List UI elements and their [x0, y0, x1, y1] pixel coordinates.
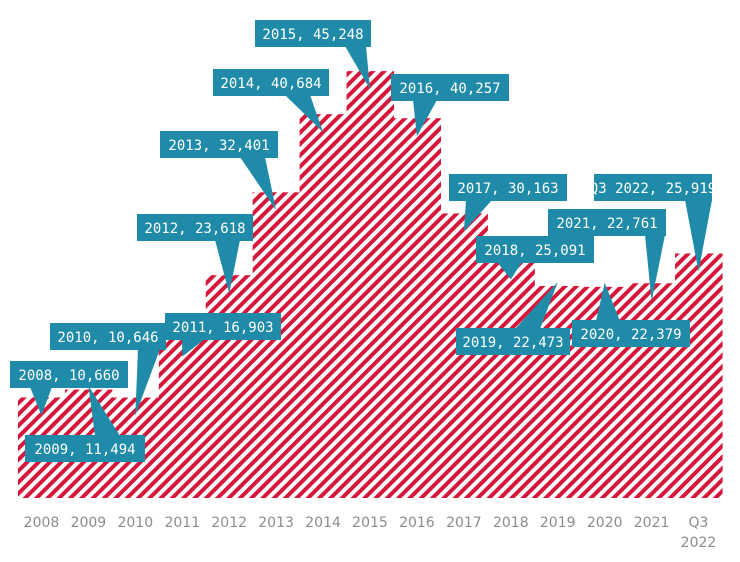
data-label-pointer — [215, 240, 240, 294]
data-label-text: 2009, 11,494 — [34, 442, 135, 458]
data-label-text: 2010, 10,646 — [57, 330, 158, 346]
data-label-3: 2011, 16,903 — [165, 313, 281, 357]
data-label-box — [25, 435, 145, 462]
x-tick-label: 2016 — [399, 515, 435, 531]
plot-area — [18, 71, 723, 499]
area-step-4 — [205, 275, 254, 498]
data-label-text: 2016, 40,257 — [399, 81, 500, 97]
x-tick-label: 2012 — [211, 515, 247, 531]
x-tick-label: 2021 — [634, 515, 670, 531]
data-label-pointer — [135, 349, 160, 416]
data-label-text: 2008, 10,660 — [18, 368, 119, 384]
data-label-pointer — [30, 387, 52, 416]
data-label-0: 2008, 10,660 — [10, 361, 128, 416]
data-label-text: 2017, 30,163 — [457, 181, 558, 197]
x-tick-label: 2020 — [587, 515, 623, 531]
x-tick-label: 2009 — [71, 515, 107, 531]
data-label-box — [255, 20, 371, 47]
data-label-box — [449, 174, 567, 201]
x-tick-label: 2011 — [164, 515, 200, 531]
data-label-6: 2014, 40,684 — [213, 69, 329, 133]
area-step-10 — [487, 261, 535, 498]
data-label-box — [160, 131, 278, 158]
data-label-pointer — [497, 262, 522, 280]
data-label-text: 2012, 23,618 — [144, 221, 245, 237]
data-label-box — [594, 174, 712, 201]
area-step-6 — [299, 114, 348, 498]
x-tick-label: 2017 — [446, 515, 482, 531]
data-label-pointer — [463, 200, 492, 232]
x-tick-label: 2015 — [352, 515, 388, 531]
data-label-13: 2021, 22,761 — [548, 209, 666, 302]
x-tick-label: 2019 — [540, 515, 576, 531]
data-label-pointer — [515, 282, 558, 329]
data-label-box — [137, 214, 253, 241]
data-label-box — [572, 320, 690, 347]
data-label-pointer — [240, 157, 277, 211]
area-step-14 — [675, 253, 723, 498]
data-label-box — [10, 361, 128, 388]
data-label-pointer — [182, 339, 205, 357]
data-label-8: 2016, 40,257 — [391, 74, 509, 137]
data-label-text: Q3 2022, 25,919 — [590, 181, 716, 197]
data-label-box — [213, 69, 329, 96]
area-step-3 — [158, 338, 207, 498]
data-label-box — [476, 236, 594, 263]
data-label-text: 2020, 22,379 — [580, 327, 681, 343]
data-label-text: 2018, 25,091 — [484, 243, 585, 259]
x-tick-label: 2018 — [493, 515, 529, 531]
data-label-box — [391, 74, 509, 101]
data-label-12: 2020, 22,379 — [572, 282, 690, 347]
data-label-pointer — [413, 100, 437, 137]
data-label-box — [548, 209, 666, 236]
area-step-7 — [346, 71, 395, 498]
data-label-text: 2011, 16,903 — [172, 320, 273, 336]
data-label-7: 2015, 45,248 — [255, 20, 371, 90]
x-tick-label: Q3 — [689, 515, 709, 531]
x-tick-label: 2022 — [681, 535, 717, 551]
data-label-text: 2013, 32,401 — [168, 138, 269, 154]
area-step-8 — [393, 118, 441, 499]
x-tick-label: 2008 — [24, 515, 60, 531]
data-label-text: 2021, 22,761 — [556, 216, 657, 232]
x-tick-label: 2014 — [305, 515, 341, 531]
data-label-4: 2012, 23,618 — [137, 214, 253, 294]
data-label-1: 2009, 11,494 — [25, 385, 145, 462]
data-label-pointer — [645, 235, 665, 302]
data-label-text: 2014, 40,684 — [220, 76, 321, 92]
x-axis-ticks: 2008 2009 2010 2011 2012 2013 2014 2015 2016 2017… — [24, 515, 717, 551]
data-label-2: 2010, 10,646 — [50, 323, 166, 416]
x-tick-label: 2013 — [258, 515, 294, 531]
data-label-pointer — [596, 282, 620, 321]
x-tick-label: 2010 — [117, 515, 153, 531]
data-label-text: 2015, 45,248 — [262, 27, 363, 43]
data-label-box — [50, 323, 166, 350]
area-step-13 — [628, 283, 676, 498]
data-label-text: 2019, 22,473 — [462, 335, 563, 351]
data-label-pointer — [88, 385, 120, 436]
data-label-11: 2019, 22,473 — [456, 282, 570, 355]
data-label-pointer — [685, 200, 712, 272]
data-label-10: 2018, 25,091 — [476, 236, 594, 280]
data-label-pointer — [345, 46, 370, 90]
data-label-pointer — [285, 95, 324, 133]
data-label-14: Q3 2022, 25,919 — [590, 174, 716, 272]
area-step-5 — [252, 192, 301, 499]
data-label-box — [165, 313, 281, 340]
data-label-9: 2017, 30,163 — [449, 174, 567, 232]
data-label-box — [456, 328, 570, 355]
data-label-5: 2013, 32,401 — [160, 131, 278, 211]
data-labels: 2008, 10,660 2009, 11,494 2010, 10,646 2011… — [10, 20, 716, 462]
